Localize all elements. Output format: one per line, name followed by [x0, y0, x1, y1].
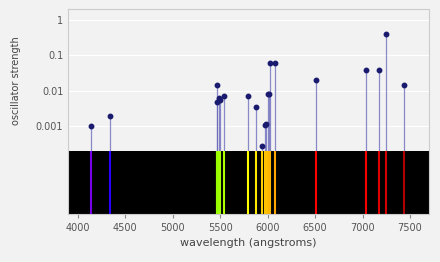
X-axis label: wavelength (angstroms): wavelength (angstroms)	[180, 238, 317, 248]
Y-axis label: oscillator strength: oscillator strength	[11, 36, 21, 125]
